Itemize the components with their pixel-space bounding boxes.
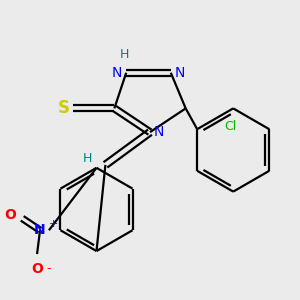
Text: N: N: [154, 125, 164, 139]
Text: N: N: [175, 66, 185, 80]
Text: Cl: Cl: [224, 120, 236, 133]
Text: H: H: [83, 152, 92, 165]
Text: O: O: [31, 262, 43, 276]
Text: -: -: [47, 262, 51, 275]
Text: H: H: [120, 48, 129, 62]
Text: +: +: [49, 219, 58, 229]
Text: N: N: [34, 223, 46, 237]
Text: O: O: [4, 208, 16, 222]
Text: N: N: [112, 66, 122, 80]
Text: S: S: [58, 99, 70, 117]
